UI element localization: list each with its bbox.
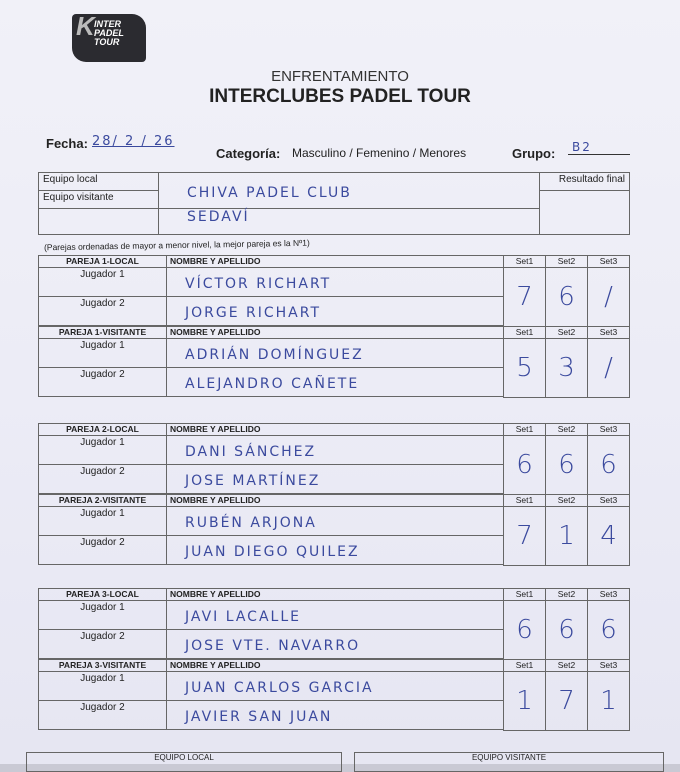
visit-set1-score: 7	[503, 506, 546, 566]
local-player-2-name: JORGE RICHART	[166, 296, 504, 326]
jugador-1-label: Jugador 1	[38, 506, 167, 536]
local-player-1-name: DANI SÁNCHEZ	[166, 435, 504, 465]
visit-set3-score: 4	[587, 506, 630, 566]
jugador-1-label: Jugador 1	[38, 600, 167, 630]
visit-player-2-name: JAVIER SAN JUAN	[166, 700, 504, 730]
set-header: Set3	[587, 423, 630, 436]
local-set2-score: 6	[545, 267, 588, 327]
set-header: Set2	[545, 326, 588, 339]
set-header: Set2	[545, 255, 588, 268]
local-set3-score: 6	[587, 600, 630, 660]
visit-player-1-name: JUAN CARLOS GARCIA	[166, 671, 504, 701]
fecha-value: 28/ 2 / 26	[92, 134, 175, 149]
pair-header: PAREJA 3-VISITANTE	[38, 659, 167, 672]
set-header: Set3	[587, 659, 630, 672]
pair-header: PAREJA 1-LOCAL	[38, 255, 167, 268]
pair-header: PAREJA 1-VISITANTE	[38, 326, 167, 339]
fecha-label: Fecha:	[46, 136, 88, 151]
local-player-2-name: JOSE VTE. NAVARRO	[166, 629, 504, 659]
resultado-final-label: Resultado final	[539, 172, 630, 191]
set-header: Set1	[503, 326, 546, 339]
set-header: Set2	[545, 659, 588, 672]
heading-enfrentamiento: ENFRENTAMIENTO	[271, 68, 409, 85]
jugador-1-label: Jugador 1	[38, 267, 167, 297]
set-header: Set3	[587, 326, 630, 339]
teams-table: Equipo local CHIVA PADEL CLUB Resultado …	[38, 172, 630, 235]
categoria-label: Categoría:	[216, 146, 281, 161]
interclubes-padel-tour-logo: K INTER PADEL TOUR	[72, 13, 146, 62]
pair-3-table: PAREJA 3-LOCAL NOMBRE Y APELLIDO Set1 Set…	[38, 588, 630, 731]
resultado-final-value	[539, 190, 630, 235]
firma-equipo-visitante: EQUIPO VISITANTE	[354, 752, 664, 772]
blank-cell	[38, 208, 159, 235]
col-nombre-apellido: NOMBRE Y APELLIDO	[166, 255, 504, 268]
visit-player-1-name: ADRIÁN DOMÍNGUEZ	[166, 338, 504, 368]
jugador-2-label: Jugador 2	[38, 464, 167, 494]
local-set1-score: 6	[503, 435, 546, 495]
set-header: Set3	[587, 255, 630, 268]
jugador-1-label: Jugador 1	[38, 671, 167, 701]
local-set1-score: 6	[503, 600, 546, 660]
firma-equipo-local: EQUIPO LOCAL	[26, 752, 342, 772]
local-set3-score: /	[587, 267, 630, 327]
local-player-1-name: JAVI LACALLE	[166, 600, 504, 630]
local-set3-score: 6	[587, 435, 630, 495]
jugador-2-label: Jugador 2	[38, 367, 167, 397]
set-header: Set3	[587, 494, 630, 507]
set-header: Set1	[503, 255, 546, 268]
visit-set1-score: 5	[503, 338, 546, 398]
visit-player-2-name: JUAN DIEGO QUILEZ	[166, 535, 504, 565]
jugador-2-label: Jugador 2	[38, 535, 167, 565]
local-set2-score: 6	[545, 600, 588, 660]
pair-2-table: PAREJA 2-LOCAL NOMBRE Y APELLIDO Set1 Set…	[38, 423, 630, 566]
col-nombre-apellido: NOMBRE Y APELLIDO	[166, 326, 504, 339]
categoria-options: Masculino / Femenino / Menores	[292, 146, 467, 160]
local-player-2-name: JOSE MARTÍNEZ	[166, 464, 504, 494]
jugador-2-label: Jugador 2	[38, 700, 167, 730]
local-player-1-name: VÍCTOR RICHART	[166, 267, 504, 297]
jugador-2-label: Jugador 2	[38, 296, 167, 326]
pair-header: PAREJA 2-LOCAL	[38, 423, 167, 436]
visit-player-1-name: RUBÉN ARJONA	[166, 506, 504, 536]
col-nombre-apellido: NOMBRE Y APELLIDO	[166, 494, 504, 507]
equipo-local-value: CHIVA PADEL CLUB	[158, 172, 540, 209]
set-header: Set1	[503, 423, 546, 436]
equipo-visitante-label: Equipo visitante	[38, 190, 159, 209]
grupo-value: B2	[568, 140, 630, 155]
heading-tournament: INTERCLUBES PADEL TOUR	[209, 86, 471, 107]
col-nombre-apellido: NOMBRE Y APELLIDO	[166, 423, 504, 436]
visit-set1-score: 1	[503, 671, 546, 731]
equipo-visitante-value: SEDAVÍ	[158, 208, 540, 235]
jugador-1-label: Jugador 1	[38, 338, 167, 368]
visit-set3-score: /	[587, 338, 630, 398]
col-nombre-apellido: NOMBRE Y APELLIDO	[166, 659, 504, 672]
visit-set2-score: 7	[545, 671, 588, 731]
visit-player-2-name: ALEJANDRO CAÑETE	[166, 367, 504, 397]
jugador-2-label: Jugador 2	[38, 629, 167, 659]
pair-header: PAREJA 2-VISITANTE	[38, 494, 167, 507]
set-header: Set1	[503, 494, 546, 507]
set-header: Set3	[587, 588, 630, 601]
set-header: Set1	[503, 659, 546, 672]
visit-set2-score: 3	[545, 338, 588, 398]
local-set1-score: 7	[503, 267, 546, 327]
pairs-note: (Parejas ordenadas de mayor a menor nive…	[43, 237, 310, 253]
pair-header: PAREJA 3-LOCAL	[38, 588, 167, 601]
set-header: Set1	[503, 588, 546, 601]
col-nombre-apellido: NOMBRE Y APELLIDO	[166, 588, 504, 601]
set-header: Set2	[545, 494, 588, 507]
set-header: Set2	[545, 588, 588, 601]
grupo-label: Grupo:	[512, 146, 556, 161]
jugador-1-label: Jugador 1	[38, 435, 167, 465]
set-header: Set2	[545, 423, 588, 436]
pair-1-table: PAREJA 1-LOCAL NOMBRE Y APELLIDO Set1 Set…	[38, 255, 630, 398]
equipo-local-label: Equipo local	[38, 172, 159, 191]
local-set2-score: 6	[545, 435, 588, 495]
visit-set3-score: 1	[587, 671, 630, 731]
visit-set2-score: 1	[545, 506, 588, 566]
